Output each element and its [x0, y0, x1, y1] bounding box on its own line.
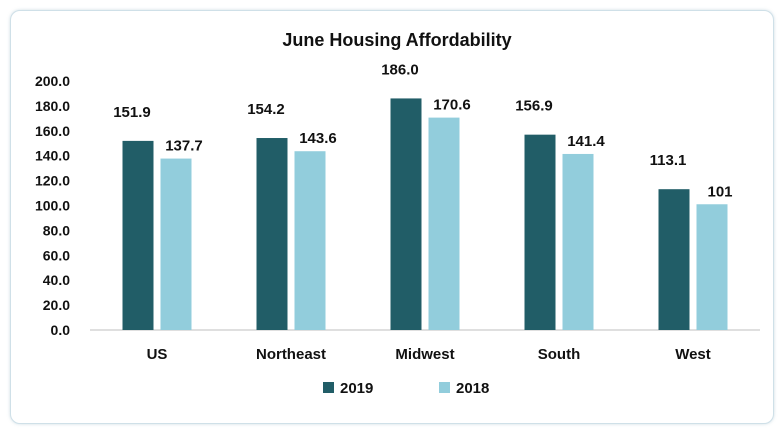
y-tick-label: 180.0: [35, 98, 70, 114]
data-label: 170.6: [433, 97, 471, 114]
y-tick-label: 120.0: [35, 173, 70, 189]
bar-midwest-2018: [428, 117, 460, 330]
legend-swatch-2019: [323, 382, 334, 393]
data-label: 113.1: [650, 152, 687, 169]
y-tick-label: 160.0: [35, 123, 70, 139]
bar-northeast-2018: [294, 151, 326, 330]
data-label: 154.2: [247, 101, 285, 118]
x-category-label: US: [147, 346, 168, 363]
data-label: 143.6: [299, 130, 337, 147]
y-tick-label: 100.0: [35, 198, 70, 214]
data-label: 151.9: [113, 104, 151, 121]
bar-us-2018: [160, 158, 192, 330]
category-labels-group: US Northeast Midwest South West: [147, 346, 711, 363]
bar-midwest-2019: [390, 98, 422, 331]
data-label: 156.9: [515, 98, 553, 115]
bars-group: [122, 98, 728, 331]
data-label: 186.0: [381, 61, 419, 78]
y-tick-label: 60.0: [43, 247, 70, 263]
data-label: 141.4: [567, 133, 605, 150]
y-axis: 0.0 20.0 40.0 60.0 80.0 100.0 120.0 140.0 160.0 1…: [35, 73, 70, 338]
bar-south-2018: [562, 153, 594, 330]
y-tick-label: 40.0: [43, 272, 70, 288]
x-category-label: Midwest: [395, 346, 454, 363]
data-label: 101: [707, 183, 732, 200]
y-tick-label: 200.0: [35, 73, 70, 89]
data-label: 137.7: [165, 138, 203, 155]
data-labels-group: 151.9 137.7 154.2 143.6 186.0 170.6 156.9 141.4…: [113, 61, 732, 200]
y-tick-label: 0.0: [51, 322, 71, 338]
bar-west-2019: [658, 189, 690, 330]
bar-us-2019: [122, 140, 154, 330]
y-tick-label: 80.0: [43, 222, 70, 238]
x-category-label: West: [675, 346, 711, 363]
legend-label-2019: 2019: [340, 380, 373, 397]
y-tick-label: 20.0: [43, 297, 70, 313]
y-tick-label: 140.0: [35, 148, 70, 164]
x-category-label: South: [538, 346, 581, 363]
legend-label-2018: 2018: [456, 380, 489, 397]
legend: 2019 2018: [323, 380, 489, 397]
legend-swatch-2018: [439, 382, 450, 393]
x-category-label: Northeast: [256, 346, 326, 363]
chart-title: June Housing Affordability: [282, 30, 511, 50]
bar-northeast-2019: [256, 138, 288, 330]
bar-west-2018: [696, 204, 728, 330]
bar-south-2019: [524, 134, 556, 330]
